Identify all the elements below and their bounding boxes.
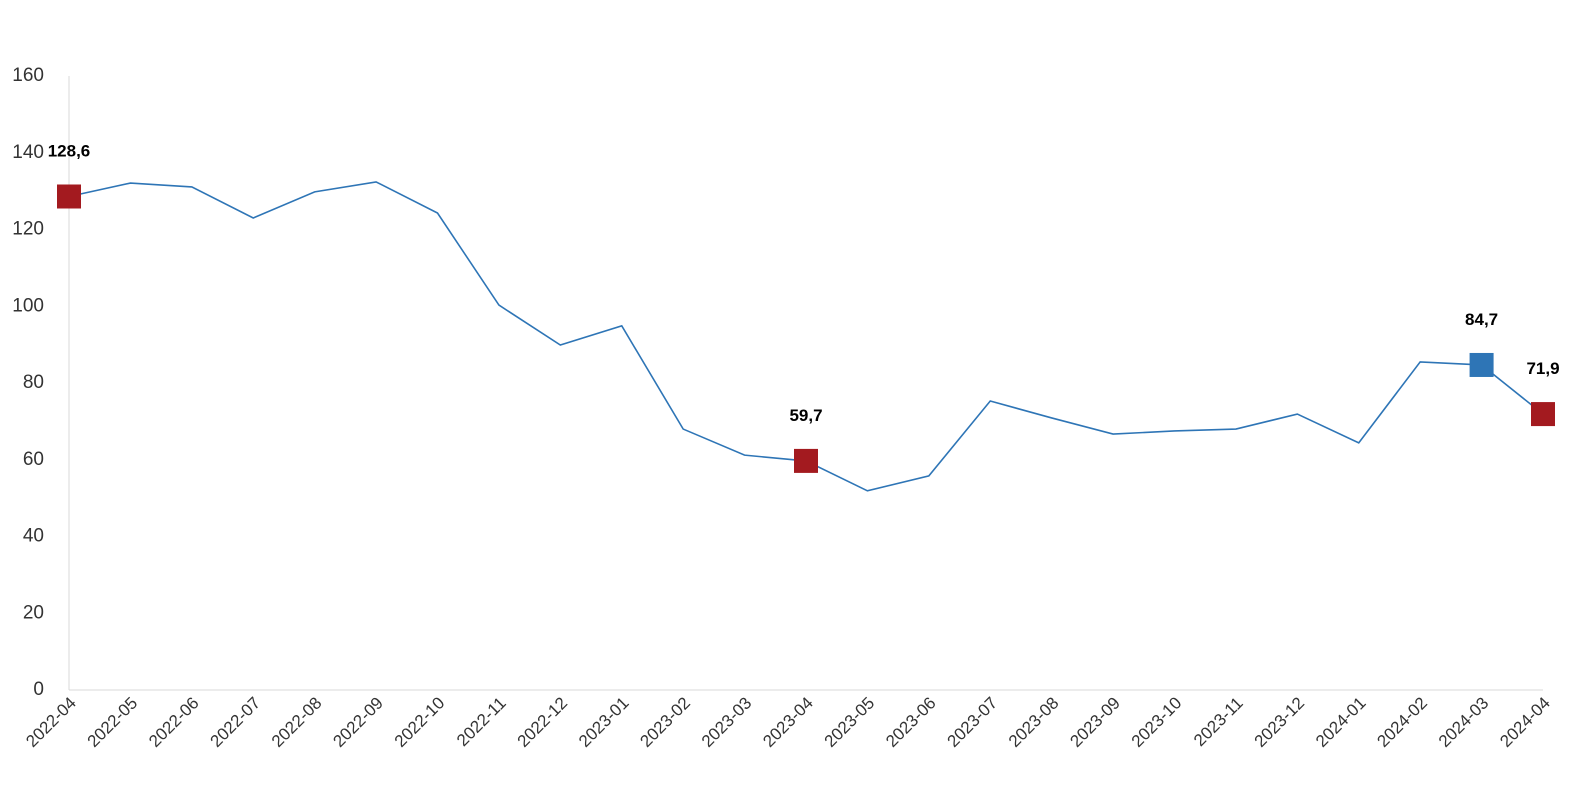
x-tick-label: 2023-03 <box>698 693 756 751</box>
x-tick-label: 2023-01 <box>575 693 633 751</box>
x-tick-label: 2022-11 <box>453 693 510 750</box>
y-tick-label: 0 <box>33 679 44 700</box>
x-tick-label: 2022-08 <box>268 693 326 751</box>
x-tick-label: 2024-02 <box>1373 693 1431 751</box>
x-tick-label: 2023-05 <box>821 693 879 751</box>
x-tick-label: 2023-06 <box>882 693 940 751</box>
data-label: 84,7 <box>1465 310 1498 329</box>
x-tick-label: 2023-12 <box>1251 693 1309 751</box>
x-tick-label: 2022-04 <box>22 693 80 751</box>
x-tick-label: 2023-08 <box>1005 693 1063 751</box>
marker <box>1531 402 1555 427</box>
x-tick-label: 2022-05 <box>84 693 142 751</box>
y-tick-label: 60 <box>23 449 44 470</box>
marker <box>57 184 81 209</box>
x-tick-label: 2022-06 <box>145 693 203 751</box>
line-series <box>68 181 1544 492</box>
x-tick-label: 2024-04 <box>1496 693 1554 751</box>
y-tick-label: 160 <box>12 65 44 86</box>
x-tick-label: 2022-12 <box>514 693 572 751</box>
x-tick-label: 2023-04 <box>759 693 817 751</box>
x-tick-label: 2024-03 <box>1435 693 1493 751</box>
x-tick-label: 2023-09 <box>1066 693 1124 751</box>
y-tick-label: 20 <box>23 602 44 623</box>
data-label: 59,7 <box>789 406 822 425</box>
x-tick-label: 2024-01 <box>1312 693 1370 751</box>
y-tick-label: 140 <box>12 142 44 163</box>
marker <box>794 448 818 473</box>
y-tick-label: 40 <box>23 526 44 547</box>
y-tick-label: 100 <box>12 295 44 316</box>
x-tick-label: 2023-07 <box>944 693 1002 751</box>
data-label: 71,9 <box>1526 359 1559 378</box>
x-tick-label: 2022-09 <box>329 693 387 751</box>
x-tick-label: 2023-10 <box>1128 693 1186 751</box>
x-tick-label: 2022-07 <box>207 693 265 751</box>
data-label: 128,6 <box>48 141 91 160</box>
x-tick-label: 2022-10 <box>391 693 449 751</box>
marker <box>1469 352 1494 377</box>
x-tick-label: 2023-11 <box>1190 693 1247 750</box>
x-tick-label: 2023-02 <box>636 693 694 751</box>
y-tick-label: 80 <box>23 372 44 393</box>
y-tick-label: 120 <box>12 219 44 240</box>
